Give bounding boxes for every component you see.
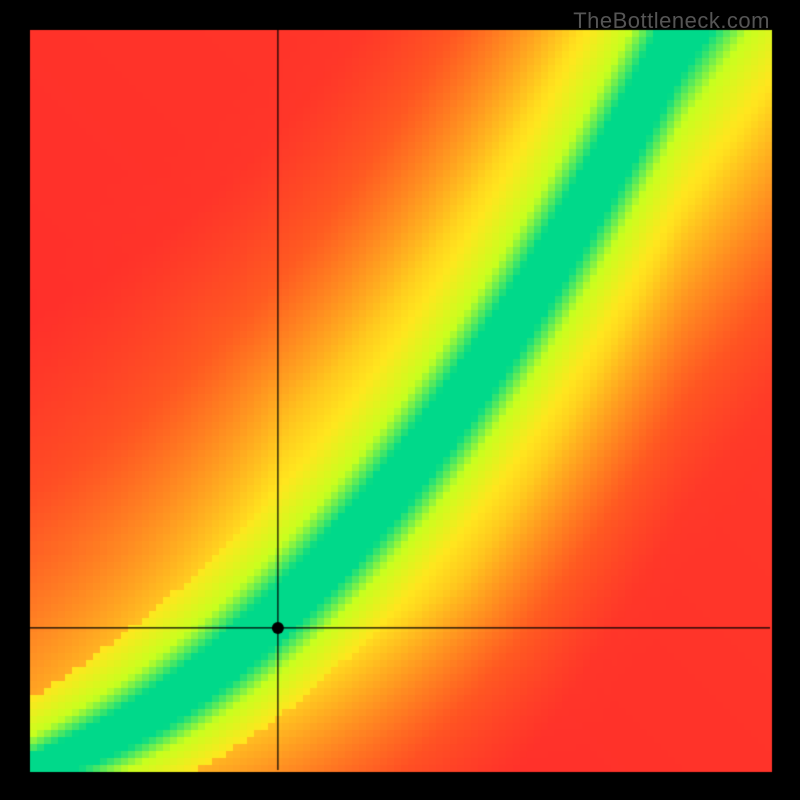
- heatmap-canvas: [0, 0, 800, 800]
- watermark-text: TheBottleneck.com: [573, 8, 770, 34]
- chart-container: TheBottleneck.com: [0, 0, 800, 800]
